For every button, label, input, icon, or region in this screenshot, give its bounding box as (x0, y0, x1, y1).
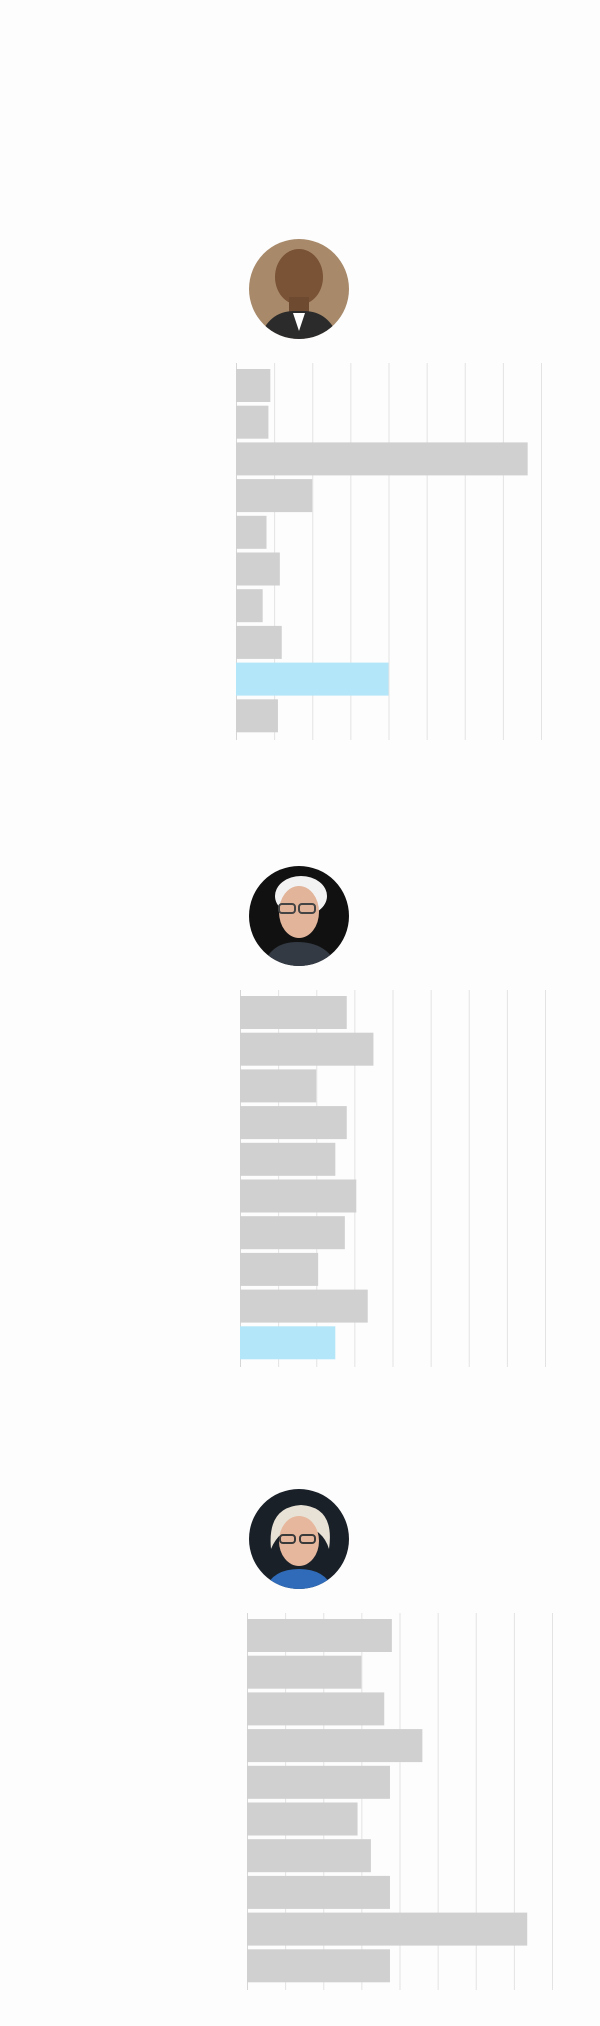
bar (236, 515, 267, 549)
candidate-portrait-white-hair-glasses-man-icon (249, 866, 349, 966)
bar-highlighted (236, 662, 389, 696)
bar (247, 1949, 390, 1983)
chart-3 (247, 1613, 553, 1990)
bar (240, 1216, 345, 1250)
bar (247, 1765, 390, 1799)
candidate-portrait-bald-man-icon (249, 239, 349, 339)
bar (247, 1692, 385, 1726)
bar-highlighted (240, 1326, 336, 1360)
bar (247, 1655, 362, 1689)
bar (247, 1802, 358, 1836)
candidate-portrait-woman-glasses-icon (249, 1489, 349, 1589)
bar (236, 552, 280, 586)
bar (236, 699, 278, 733)
bar (247, 1729, 423, 1763)
bar (240, 1032, 374, 1066)
candidate-avatar-3 (249, 1489, 349, 1589)
bar (236, 589, 263, 623)
bar (247, 1875, 390, 1909)
bar (236, 405, 269, 439)
bar (240, 1069, 317, 1103)
candidate-avatar-1 (249, 239, 349, 339)
chart-1 (236, 363, 542, 740)
bar (240, 1252, 319, 1286)
chart-2 (240, 990, 546, 1367)
bar (240, 1179, 357, 1213)
bar (236, 479, 313, 513)
candidate-panel-3 (0, 1370, 600, 2026)
bar (240, 1289, 368, 1323)
bar (240, 1106, 347, 1140)
bar (236, 369, 271, 402)
candidate-avatar-2 (249, 866, 349, 966)
bar (236, 625, 282, 659)
candidate-panel-2 (0, 740, 600, 1370)
bar (240, 1142, 336, 1176)
bar (236, 442, 528, 476)
bar (247, 1619, 392, 1652)
bar (247, 1839, 371, 1873)
bar (240, 996, 347, 1029)
bar (247, 1912, 528, 1946)
candidate-panel-1 (0, 0, 600, 740)
